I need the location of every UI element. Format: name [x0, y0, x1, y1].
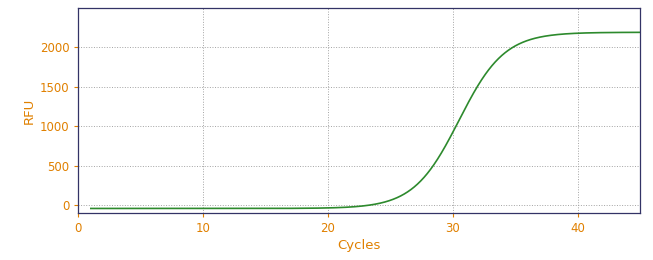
X-axis label: Cycles: Cycles	[338, 239, 381, 252]
Y-axis label: RFU: RFU	[23, 98, 35, 124]
